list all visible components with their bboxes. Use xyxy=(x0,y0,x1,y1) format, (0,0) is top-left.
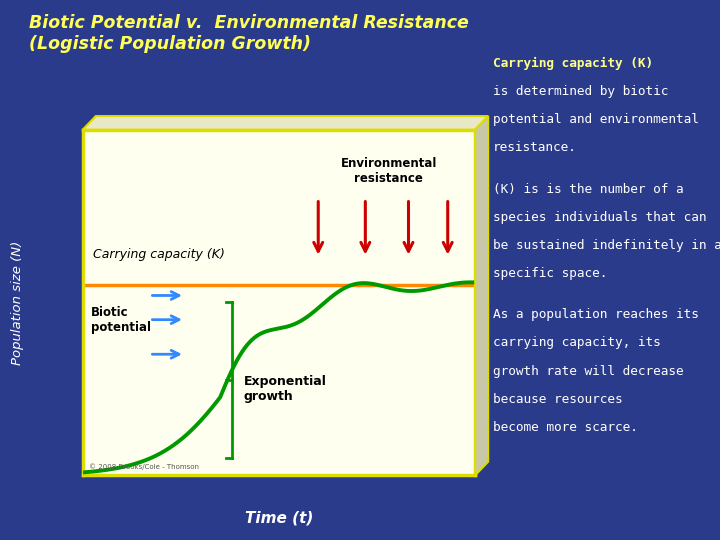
Text: Environmental
resistance: Environmental resistance xyxy=(341,157,437,185)
Text: resistance.: resistance. xyxy=(493,141,577,154)
Text: © 2008 Brooks/Cole - Thomson: © 2008 Brooks/Cole - Thomson xyxy=(89,463,199,470)
Text: Biotic
potential: Biotic potential xyxy=(91,306,150,334)
Text: Carrying capacity (K): Carrying capacity (K) xyxy=(493,57,653,70)
Text: is determined by biotic: is determined by biotic xyxy=(493,85,669,98)
Text: species individuals that can: species individuals that can xyxy=(493,211,707,224)
Text: become more scarce.: become more scarce. xyxy=(493,421,638,434)
Text: because resources: because resources xyxy=(493,393,623,406)
Text: (Logistic Population Growth): (Logistic Population Growth) xyxy=(29,35,311,53)
Text: As a population reaches its: As a population reaches its xyxy=(493,308,699,321)
Text: Exponential
growth: Exponential growth xyxy=(243,375,327,403)
Text: Carrying capacity (K): Carrying capacity (K) xyxy=(93,248,225,261)
Text: be sustained indefinitely in a: be sustained indefinitely in a xyxy=(493,239,720,252)
Text: potential and environmental: potential and environmental xyxy=(493,113,699,126)
Text: specific space.: specific space. xyxy=(493,267,608,280)
Text: (K) is is the number of a: (K) is is the number of a xyxy=(493,183,684,195)
Text: Biotic Potential v.  Environmental Resistance: Biotic Potential v. Environmental Resist… xyxy=(29,14,469,31)
Text: Population size (N): Population size (N) xyxy=(12,240,24,364)
Text: Time (t): Time (t) xyxy=(245,511,313,526)
Text: growth rate will decrease: growth rate will decrease xyxy=(493,364,684,377)
Text: carrying capacity, its: carrying capacity, its xyxy=(493,336,661,349)
